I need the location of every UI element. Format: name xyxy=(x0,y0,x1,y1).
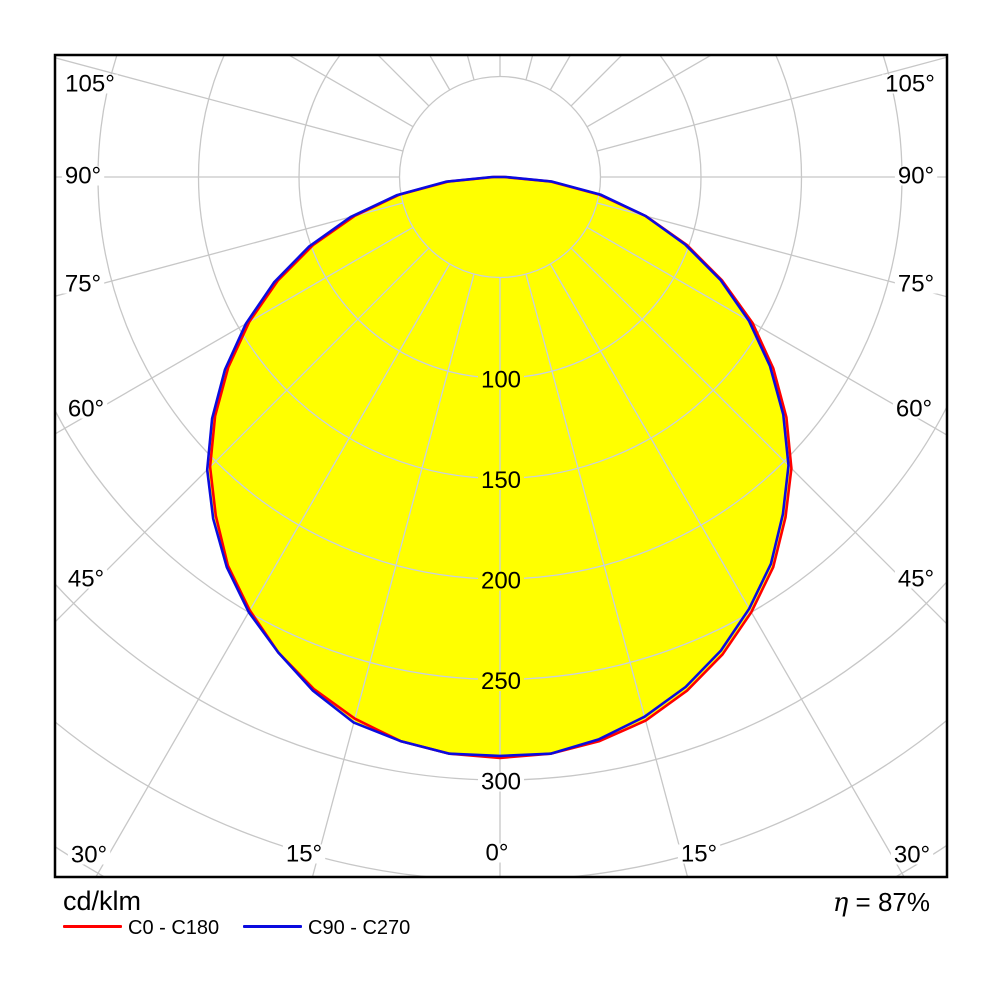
grid-spoke xyxy=(596,202,946,298)
grid-spoke xyxy=(525,273,730,758)
angle-label-12-75deg: 75° xyxy=(898,271,934,298)
angle-label-10-45deg: 45° xyxy=(898,566,934,593)
radial-label-200-bg xyxy=(478,571,524,591)
angle-label-2-75deg: 75° xyxy=(65,271,101,298)
legend-line-c90-c270 xyxy=(243,925,302,928)
radial-label-200: 200 xyxy=(481,568,521,595)
radial-label-150: 150 xyxy=(481,467,521,494)
angle-label-6-15deg: 15° xyxy=(286,841,322,868)
radial-label-250: 250 xyxy=(481,668,521,695)
angle-label-13-90deg-bg xyxy=(894,166,938,186)
grid-spoke xyxy=(207,247,430,758)
angle-label-7-0deg: 0° xyxy=(486,840,509,867)
c90-c270-curve xyxy=(205,175,790,758)
grid-spoke xyxy=(570,247,792,758)
grid-spoke xyxy=(56,202,404,297)
grid-spoke xyxy=(289,56,414,128)
angle-label-12-75deg-bg xyxy=(894,274,938,294)
angle-label-4-45deg-bg xyxy=(64,569,108,589)
legend-label-c90-c270: C90 - C270 xyxy=(308,917,411,939)
angle-label-14-105deg-bg xyxy=(882,74,938,94)
grid-spoke xyxy=(586,56,711,128)
angle-label-9-30deg: 30° xyxy=(894,842,930,869)
chart-frame xyxy=(53,53,949,879)
angle-label-2-75deg-bg xyxy=(61,274,105,294)
angle-label-3-60deg: 60° xyxy=(68,396,104,423)
legend-label-c0-c180: C0 - C180 xyxy=(128,917,220,939)
radial-label-300-bg xyxy=(478,772,524,792)
unit-label: cd/klm xyxy=(63,886,142,916)
angle-label-1-90deg: 90° xyxy=(65,163,101,190)
grid-spoke xyxy=(207,226,414,620)
angle-label-3-60deg-bg xyxy=(64,399,108,419)
radial-label-300: 300 xyxy=(481,769,521,796)
angle-label-0-105deg: 105° xyxy=(65,71,115,98)
radial-label-100: 100 xyxy=(481,367,521,394)
angle-label-8-15deg: 15° xyxy=(681,841,717,868)
grid-spoke xyxy=(207,263,451,758)
axis-labels: 105° 90° 75° 60° 45° 30° 15° 0° 15° 30° 45° 60° 75° 9… xyxy=(61,71,938,869)
grid-spoke xyxy=(56,57,404,152)
angle-label-5-30deg-bg xyxy=(67,845,111,865)
legend-line-c0-c180 xyxy=(63,925,122,928)
radial-label-150-bg xyxy=(478,471,524,490)
efficiency-label: η = 87% xyxy=(833,887,930,918)
angle-label-7-0deg-bg xyxy=(482,843,512,863)
eta-symbol: η xyxy=(832,888,849,918)
angle-label-13-90deg: 90° xyxy=(898,163,934,190)
grid-spoke xyxy=(586,226,792,620)
radial-label-100-bg xyxy=(478,370,524,390)
angle-label-11-60deg: 60° xyxy=(896,396,932,423)
angle-label-14-105deg: 105° xyxy=(885,71,935,98)
angle-label-5-30deg: 30° xyxy=(71,842,107,869)
angle-label-9-30deg-bg xyxy=(890,845,934,865)
grid-spoke xyxy=(596,56,946,152)
angle-label-0-105deg-bg xyxy=(62,74,118,94)
angle-label-6-15deg-bg xyxy=(282,844,326,864)
radial-label-250-bg xyxy=(478,672,524,691)
eta-value: = 87% xyxy=(848,887,930,917)
angle-label-8-15deg-bg xyxy=(677,844,721,864)
angle-label-1-90deg-bg xyxy=(61,166,105,186)
angle-label-4-45deg: 45° xyxy=(68,566,104,593)
angle-label-10-45deg-bg xyxy=(894,569,938,589)
grid-spoke xyxy=(549,263,792,758)
angle-label-11-60deg-bg xyxy=(892,399,936,419)
grid-spoke xyxy=(270,273,475,758)
